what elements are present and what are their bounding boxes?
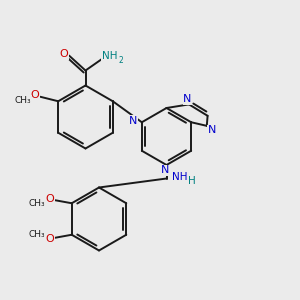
Text: O: O: [59, 49, 68, 59]
Text: O: O: [30, 90, 39, 100]
Text: N: N: [208, 125, 216, 135]
Text: 2: 2: [118, 56, 123, 65]
Text: N: N: [129, 116, 137, 126]
Text: CH₃: CH₃: [14, 96, 31, 105]
Text: H: H: [188, 176, 196, 186]
Text: O: O: [45, 234, 54, 244]
Text: O: O: [45, 194, 54, 204]
Text: NH: NH: [172, 172, 188, 182]
Text: N: N: [161, 165, 169, 176]
Text: CH₃: CH₃: [29, 199, 46, 208]
Text: NH: NH: [102, 51, 117, 62]
Text: N: N: [183, 94, 192, 104]
Text: CH₃: CH₃: [29, 230, 46, 239]
